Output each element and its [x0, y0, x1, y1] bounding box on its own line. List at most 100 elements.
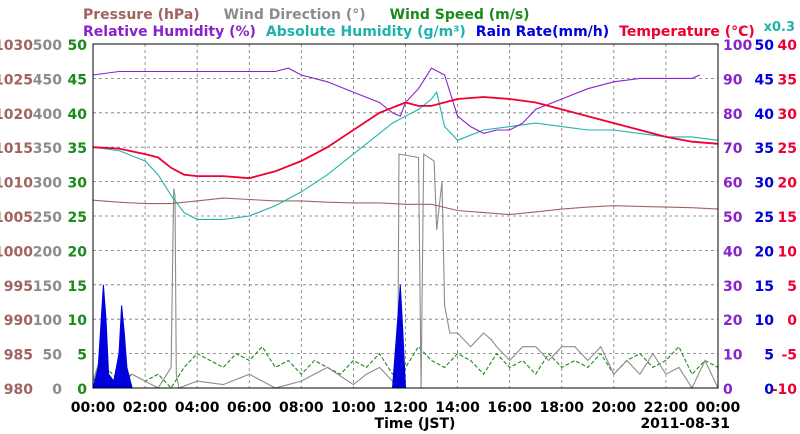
y-tick-pressure: 1010	[0, 176, 33, 192]
y-tick-rain_rate: 5	[764, 348, 774, 364]
y-tick-wind_direction: 500	[33, 38, 62, 54]
y-tick-relative_humidity: 80	[723, 107, 743, 123]
legend-pressure: Pressure (hPa)	[83, 7, 200, 23]
y-tick-wind_direction: 100	[33, 313, 62, 329]
y-tick-wind_direction: 200	[33, 244, 62, 260]
y-tick-relative_humidity: 70	[723, 141, 743, 157]
y-tick-wind_speed: 20	[68, 244, 88, 260]
y-tick-relative_humidity: 40	[723, 244, 743, 260]
x-tick-label: 14:00	[435, 400, 480, 416]
y-tick-relative_humidity: 50	[723, 210, 743, 226]
y-tick-pressure: 985	[4, 348, 33, 364]
y-tick-temperature: -10	[772, 382, 798, 398]
legend-row-1: Pressure (hPa) Wind Direction (°) Wind Spe…	[83, 7, 530, 23]
y-tick-rain_rate: 25	[755, 210, 774, 226]
y-tick-temperature: 30	[778, 107, 798, 123]
y-tick-pressure: 1005	[0, 210, 33, 226]
series-absolute_humidity	[92, 90, 719, 220]
legend-scale-note: x0.3	[764, 20, 795, 35]
y-tick-wind_speed: 10	[68, 313, 88, 329]
y-tick-wind_speed: 40	[68, 107, 88, 123]
y-tick-temperature: 15	[778, 210, 797, 226]
x-tick-label: 00:00	[696, 400, 741, 416]
legend-row-2: Relative Humidity (%) Absolute Humidity (…	[83, 20, 795, 40]
legend-absolute_humidity: Absolute Humidity (g/m³)	[266, 24, 466, 40]
y-tick-temperature: 10	[778, 244, 798, 260]
y-tick-relative_humidity: 20	[723, 313, 743, 329]
x-tick-label: 00:00	[71, 400, 116, 416]
y-tick-rain_rate: 15	[755, 279, 774, 295]
x-tick-label: 06:00	[227, 400, 272, 416]
legend-temperature: Temperature (°C)	[619, 24, 755, 40]
y-tick-wind_direction: 0	[52, 382, 62, 398]
date-label: 2011-08-31	[640, 416, 730, 432]
x-tick-label: 10:00	[331, 400, 376, 416]
legend-wind_speed: Wind Speed (m/s)	[390, 7, 530, 23]
legend-rain_rate: Rain Rate(mm/h)	[476, 24, 609, 40]
y-tick-pressure: 995	[4, 279, 33, 295]
plot-grid	[93, 44, 718, 388]
y-tick-rain_rate: 10	[755, 313, 775, 329]
y-tick-wind_speed: 15	[68, 279, 87, 295]
series-relative_humidity	[92, 67, 701, 134]
y-tick-pressure: 990	[4, 313, 33, 329]
left-axes: 9809859909951000100510101015102010251030…	[0, 38, 87, 398]
x-tick-label: 16:00	[487, 400, 532, 416]
y-tick-rain_rate: 20	[755, 244, 775, 260]
series-temperature	[92, 96, 719, 180]
y-tick-temperature: 40	[778, 38, 798, 54]
x-tick-label: 08:00	[279, 400, 324, 416]
y-tick-temperature: 0	[787, 313, 797, 329]
y-tick-pressure: 1030	[0, 38, 33, 54]
y-tick-relative_humidity: 30	[723, 279, 743, 295]
right-axes: 0102030405060708090100051015202530354045…	[723, 38, 797, 398]
y-tick-wind_speed: 30	[68, 176, 88, 192]
y-tick-temperature: 20	[778, 176, 798, 192]
x-tick-label: 12:00	[383, 400, 428, 416]
y-tick-wind_direction: 300	[33, 176, 62, 192]
series-wind_direction	[92, 153, 719, 390]
x-tick-label: 02:00	[123, 400, 168, 416]
y-tick-pressure: 1025	[0, 72, 33, 88]
y-tick-relative_humidity: 0	[723, 382, 733, 398]
legend-relative_humidity: Relative Humidity (%)	[83, 24, 256, 40]
y-tick-wind_speed: 5	[77, 348, 87, 364]
y-tick-pressure: 980	[4, 382, 33, 398]
y-tick-wind_speed: 35	[68, 141, 87, 157]
y-tick-temperature: -5	[781, 348, 797, 364]
plot-frame	[92, 43, 719, 389]
y-tick-rain_rate: 50	[755, 38, 775, 54]
plot-series	[92, 67, 719, 390]
x-axis: 00:00 02:00 04:00 06:00 08:00 10:00 12:00 14:00…	[71, 400, 741, 416]
y-tick-rain_rate: 45	[755, 72, 774, 88]
y-tick-relative_humidity: 10	[723, 348, 743, 364]
y-tick-relative_humidity: 90	[723, 72, 743, 88]
y-tick-wind_direction: 400	[33, 107, 62, 123]
series-rain_rate	[92, 284, 407, 389]
y-tick-relative_humidity: 60	[723, 176, 743, 192]
y-tick-wind_direction: 150	[33, 279, 62, 295]
legend-wind_direction: Wind Direction (°)	[224, 7, 366, 23]
x-tick-label: 22:00	[644, 400, 689, 416]
series-pressure	[92, 197, 719, 216]
y-tick-temperature: 5	[787, 279, 797, 295]
y-tick-wind_speed: 45	[68, 72, 87, 88]
y-tick-wind_direction: 350	[33, 141, 62, 157]
x-axis-label: Time (JST)	[375, 416, 456, 432]
y-tick-wind_direction: 250	[33, 210, 62, 226]
y-tick-wind_direction: 450	[33, 72, 62, 88]
y-tick-wind_speed: 25	[68, 210, 87, 226]
y-tick-rain_rate: 0	[764, 382, 774, 398]
y-tick-rain_rate: 30	[755, 176, 775, 192]
y-tick-wind_speed: 50	[68, 38, 88, 54]
y-tick-wind_speed: 0	[77, 382, 87, 398]
y-tick-temperature: 25	[778, 141, 797, 157]
y-tick-temperature: 35	[778, 72, 797, 88]
x-tick-label: 18:00	[539, 400, 584, 416]
x-tick-label: 04:00	[175, 400, 220, 416]
y-tick-wind_direction: 50	[43, 348, 63, 364]
